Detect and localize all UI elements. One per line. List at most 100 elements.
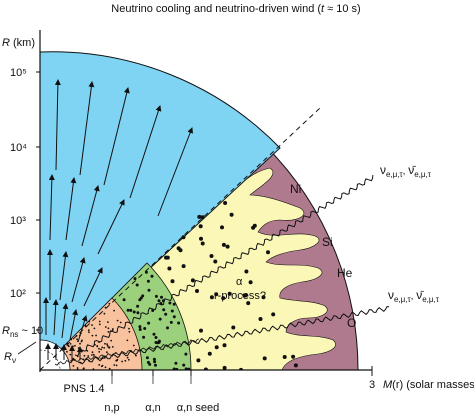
particle-dot (128, 330, 131, 333)
particle-dot (229, 212, 234, 217)
y-tick-1e4: 10⁴ (10, 142, 27, 154)
particle-dot (104, 326, 107, 328)
wind-arrow (54, 79, 61, 171)
particle-dot (181, 235, 186, 240)
particle-dot (98, 320, 101, 323)
particle-dot (293, 363, 298, 368)
particle-dot (122, 298, 126, 302)
label-rprocess: r-process? (214, 290, 266, 302)
particle-dot (195, 289, 199, 293)
particle-dot (200, 215, 205, 220)
label-an: α,n (145, 402, 161, 414)
particle-dot (222, 365, 227, 370)
particle-dot (151, 309, 155, 312)
particle-dot (214, 292, 219, 297)
particle-dot (174, 361, 178, 365)
particle-dot (220, 225, 224, 230)
neutrinosphere-arc (39, 349, 61, 371)
diagram-title: Neutrino cooling and neutrino-driven win… (111, 3, 360, 15)
particle-dot (261, 295, 266, 300)
particle-dot (252, 223, 257, 228)
particle-dot (88, 320, 91, 323)
particle-dot (104, 306, 107, 309)
particle-dot (291, 354, 296, 359)
particle-dot (76, 367, 79, 369)
particle-dot (108, 367, 111, 370)
particle-dot (116, 358, 119, 361)
wind-arrow (69, 309, 78, 341)
particle-dot (176, 246, 181, 251)
particle-dot (244, 269, 249, 274)
particle-dot (157, 299, 161, 303)
particle-dot (91, 334, 94, 337)
particle-dot (98, 351, 101, 353)
wind-arrows (43, 79, 193, 360)
particle-dot (200, 241, 205, 246)
label-np: n,p (104, 402, 119, 414)
particle-dot (152, 332, 156, 336)
particle-dot (258, 317, 263, 321)
particle-dot (70, 338, 73, 341)
particle-dot (66, 350, 68, 353)
particle-dot (84, 324, 87, 327)
particle-dot (170, 309, 174, 313)
particle-dot (91, 351, 94, 354)
particle-dot (154, 336, 158, 339)
particle-dot (75, 334, 78, 337)
particle-dot (197, 214, 202, 219)
particle-dot (132, 344, 135, 347)
particle-dot (138, 325, 142, 329)
wind-arrow (48, 174, 55, 241)
particle-dot (107, 327, 110, 330)
particle-dot (170, 279, 175, 284)
particle-dot (154, 363, 157, 367)
particle-dot (87, 329, 90, 331)
particle-dot (213, 259, 218, 264)
particle-dots (66, 201, 298, 370)
particle-dot (101, 346, 104, 349)
particle-dot (93, 327, 96, 330)
neutrino-wave-upper (74, 175, 374, 357)
particle-dot (222, 343, 227, 348)
wind-arrow (59, 251, 69, 301)
particle-dot (91, 354, 93, 356)
particle-dot (121, 360, 123, 363)
particle-dot (231, 325, 236, 330)
particle-dot (135, 354, 137, 357)
particle-dot (111, 329, 114, 331)
y-tick-1e3: 10³ (10, 215, 26, 227)
wind-arrow (61, 303, 69, 339)
particle-dot (172, 302, 176, 306)
particle-dot (153, 360, 157, 364)
particle-dot (129, 308, 133, 312)
particle-dot (181, 264, 186, 269)
particle-dot (76, 338, 78, 340)
particle-dot (147, 288, 151, 292)
particle-dot (225, 244, 230, 249)
particle-dot (168, 301, 172, 305)
particle-dot (199, 328, 203, 333)
particle-dot (138, 328, 142, 331)
particle-dot (143, 327, 147, 330)
particle-dot (136, 304, 140, 308)
wind-arrow (81, 185, 100, 247)
particle-dot (128, 327, 130, 330)
particle-dot (160, 295, 163, 299)
particle-dot (78, 361, 80, 364)
wind-arrow (71, 257, 86, 303)
y-tick-rns: Rns ~ 10 (2, 325, 43, 339)
neutrino-wave-inner (54, 338, 199, 366)
particle-dot (146, 279, 150, 283)
particle-dot (80, 350, 83, 353)
particle-dot (184, 352, 188, 356)
particle-dot (271, 312, 276, 317)
particle-dot (91, 324, 93, 326)
particle-dot (135, 283, 139, 287)
particle-dot (145, 356, 149, 360)
particle-dot (111, 346, 114, 348)
neutrino-label-upper: νe,μ,τ, ν̄e,μ,τ (380, 163, 432, 179)
x-axis-label: M(r) (solar masses) (383, 379, 474, 391)
particle-dot (142, 335, 146, 339)
particle-dot (164, 312, 168, 316)
